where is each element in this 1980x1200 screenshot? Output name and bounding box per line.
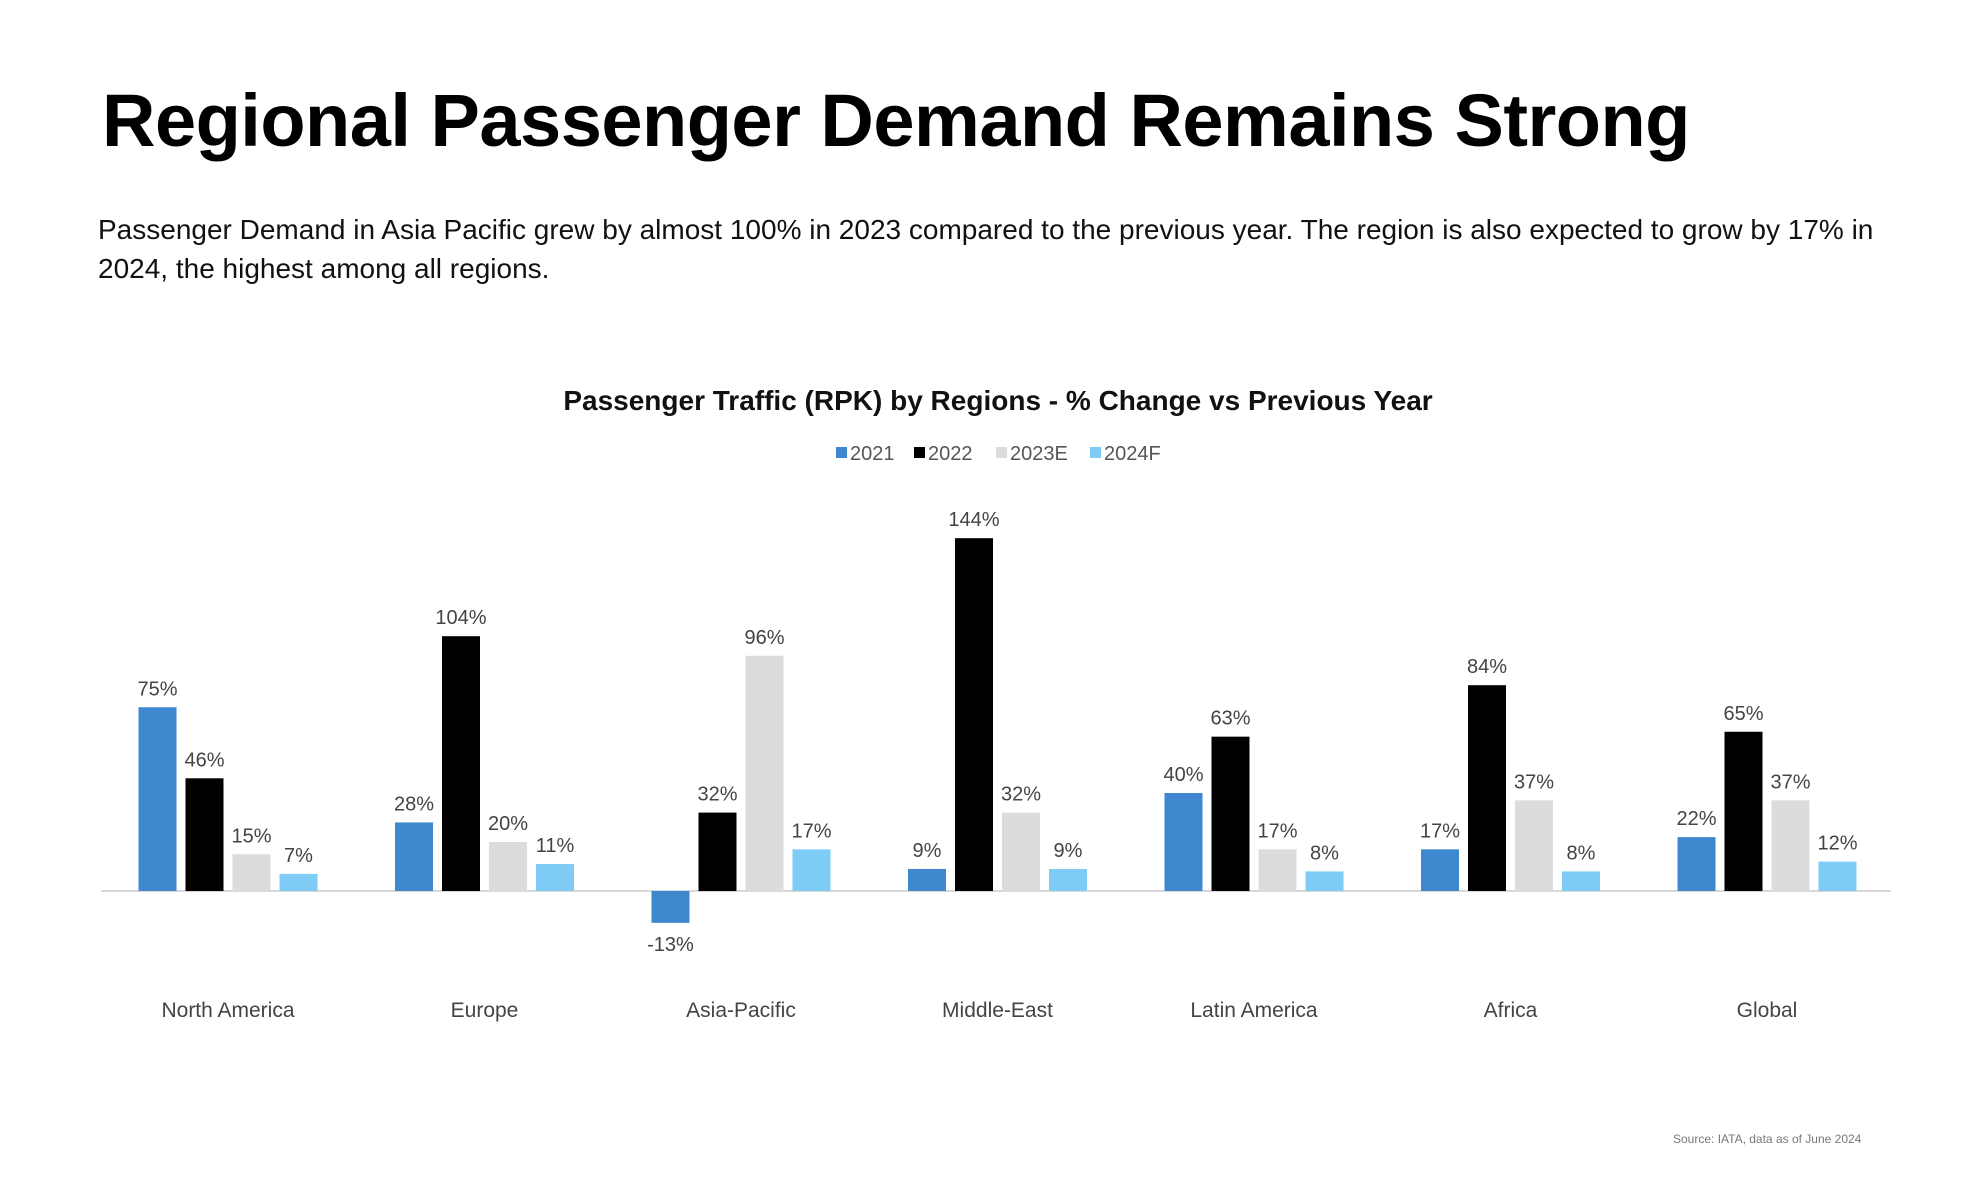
data-label: 75% xyxy=(137,678,177,700)
bar-2024F xyxy=(1305,871,1344,891)
bar-2021 xyxy=(1421,849,1459,891)
legend-swatch-2023E xyxy=(996,447,1007,458)
bar-2021 xyxy=(1677,837,1716,891)
data-label: 17% xyxy=(1257,820,1297,842)
bar-2022 xyxy=(185,778,224,891)
category-group: 28% 104% 20% 11% Europe xyxy=(394,607,575,1022)
data-label: 7% xyxy=(284,845,313,867)
bar-2023E xyxy=(745,655,784,891)
data-label: 28% xyxy=(394,793,434,815)
bar-2024F xyxy=(1049,868,1087,891)
data-label: 84% xyxy=(1467,656,1507,678)
source-note: Source: IATA, data as of June 2024 xyxy=(1673,1132,1862,1146)
data-label: 9% xyxy=(1054,840,1083,862)
data-label: 32% xyxy=(1001,784,1041,806)
legend: 2021 2022 2023E 2024F xyxy=(836,443,1161,465)
category-label: Asia-Pacific xyxy=(686,999,796,1022)
category-label: North America xyxy=(161,999,294,1022)
legend-label: 2024F xyxy=(1104,443,1161,465)
data-label: 37% xyxy=(1770,771,1810,793)
data-label: 20% xyxy=(488,813,528,835)
category-group: 17% 84% 37% 8% Africa xyxy=(1420,656,1600,1022)
category-label: Europe xyxy=(451,999,519,1022)
bar-2023E xyxy=(1258,849,1297,891)
data-label: 37% xyxy=(1514,771,1554,793)
data-label: 8% xyxy=(1567,842,1596,864)
bar-2024F xyxy=(279,873,318,891)
page-title: Regional Passenger Demand Remains Strong xyxy=(102,79,1690,162)
data-label: 63% xyxy=(1210,708,1250,730)
legend-label: 2022 xyxy=(928,443,973,465)
data-label: 65% xyxy=(1723,703,1763,725)
bar-2022 xyxy=(442,636,480,891)
legend-swatch-2021 xyxy=(836,447,847,458)
data-label: 9% xyxy=(913,840,942,862)
data-label: 11% xyxy=(536,835,575,857)
bar-2021 xyxy=(138,707,177,891)
data-label: 15% xyxy=(231,825,271,847)
category-group: -13% 32% 96% 17% Asia-Pacific xyxy=(647,627,832,1022)
bar-2023E xyxy=(1515,800,1553,891)
chart-title: Passenger Traffic (RPK) by Regions - % C… xyxy=(563,385,1432,416)
data-label: 104% xyxy=(435,607,486,629)
legend-swatch-2024F xyxy=(1090,447,1101,458)
data-label: 32% xyxy=(697,784,737,806)
bar-2022 xyxy=(1724,731,1763,891)
category-group: 22% 65% 37% 12% Global xyxy=(1676,703,1857,1022)
legend-label: 2021 xyxy=(850,443,895,465)
bar-2022 xyxy=(698,812,737,891)
category-group: 75% 46% 15% 7% North America xyxy=(137,678,318,1022)
bar-2021 xyxy=(1164,793,1203,891)
bar-2022 xyxy=(1468,685,1506,891)
page-subtitle: Passenger Demand in Asia Pacific grew by… xyxy=(98,214,1874,284)
category-group: 9% 144% 32% 9% Middle-East xyxy=(908,509,1087,1022)
bar-2022 xyxy=(955,538,993,891)
bar-2021 xyxy=(395,822,433,891)
bar-2024F xyxy=(1562,871,1600,891)
data-label: 22% xyxy=(1676,808,1716,830)
category-group: 40% 63% 17% 8% Latin America xyxy=(1163,708,1344,1022)
bar-2023E xyxy=(1002,812,1040,891)
bar-2021 xyxy=(651,891,690,923)
data-label: -13% xyxy=(647,934,694,956)
bar-2023E xyxy=(1771,800,1810,891)
category-label: Latin America xyxy=(1190,999,1318,1022)
bar-2021 xyxy=(908,868,946,891)
data-label: 144% xyxy=(948,509,999,531)
data-label: 96% xyxy=(744,627,784,649)
legend-swatch-2022 xyxy=(914,447,925,458)
data-label: 46% xyxy=(184,749,224,771)
data-label: 17% xyxy=(791,820,831,842)
category-label: Middle-East xyxy=(942,999,1053,1022)
bar-2022 xyxy=(1211,736,1250,891)
bar-2023E xyxy=(489,842,527,891)
bar-2024F xyxy=(1818,861,1857,891)
legend-label: 2023E xyxy=(1010,443,1068,465)
category-label: Africa xyxy=(1484,999,1538,1022)
data-label: 17% xyxy=(1420,820,1460,842)
data-label: 12% xyxy=(1817,833,1857,855)
bar-2023E xyxy=(232,854,271,891)
data-label: 40% xyxy=(1163,764,1203,786)
data-label: 8% xyxy=(1310,842,1339,864)
category-label: Global xyxy=(1737,999,1798,1022)
bar-2024F xyxy=(792,849,831,891)
bar-2024F xyxy=(536,864,574,891)
